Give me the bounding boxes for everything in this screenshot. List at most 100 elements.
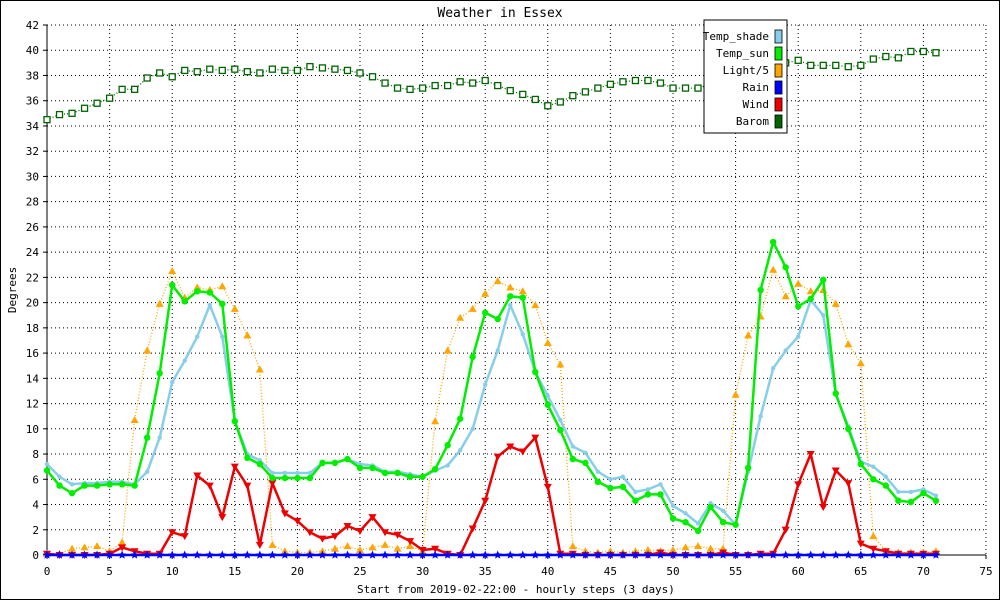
data-point-rain [593,550,603,559]
legend-swatch-wind [774,97,783,112]
data-point-barom [93,99,101,107]
data-point-light-5 [769,265,778,273]
data-point-temp-shade [270,470,275,476]
data-point-temp-shade [658,482,663,487]
data-point-barom [581,88,590,96]
data-point-temp-sun [81,482,88,489]
data-point-barom [281,66,289,75]
data-point-temp-shade [595,469,601,474]
x-tick-label: 10 [166,565,179,578]
data-point-wind [293,517,302,525]
data-point-temp-sun [68,489,76,497]
x-tick-label: 45 [604,565,617,578]
data-point-light-5 [456,313,465,321]
legend-label-rain: Rain [743,81,770,94]
x-tick-labels: 0 5 10 15 20 25 30 35 40 45 50 55 60 65 70 75 [44,565,993,578]
data-point-rain [906,550,916,559]
data-point-rain [117,550,127,559]
data-point-rain [480,550,490,559]
data-point-rain [430,550,440,559]
data-point-temp-shade [57,474,62,479]
data-point-barom [544,102,552,110]
data-point-wind [305,529,314,537]
data-point-temp-sun [744,464,752,472]
data-point-rain [618,550,628,559]
data-point-light-5 [68,544,77,552]
data-point-barom [293,66,302,75]
data-point-barom [569,92,577,100]
data-point-temp-shade [770,366,776,371]
y-tick-label: 2 [32,524,39,537]
data-point-rain [180,550,189,559]
data-point-light-5 [806,287,815,295]
data-point-rain [167,550,177,559]
x-tick-label: 55 [729,565,742,578]
data-point-temp-sun [319,459,326,467]
data-point-wind [869,545,878,553]
data-point-light-5 [669,545,677,553]
data-point-rain [781,550,790,559]
data-point-temp-sun [669,515,677,522]
data-point-temp-shade [282,470,288,476]
data-point-temp-sun [381,469,389,477]
data-point-temp-sun [820,276,827,284]
data-point-rain [330,550,340,559]
data-point-wind [268,480,277,488]
legend-label-barom: Barom [736,115,769,128]
data-point-rain [606,550,615,559]
data-point-temp-shade [695,521,701,526]
data-point-barom [105,94,114,102]
y-tick-label: 10 [26,423,39,436]
data-point-temp-sun [644,491,652,498]
data-point-light-5 [468,304,477,312]
data-point-wind [381,529,390,537]
data-point-temp-sun [569,455,577,463]
data-point-temp-sun [607,484,614,492]
legend-swatch-rain [774,80,783,95]
data-point-rain [681,550,690,559]
data-point-wind [418,546,427,554]
data-point-barom [481,76,489,85]
data-point-light-5 [568,542,577,550]
data-point-temp-shade [633,489,638,495]
x-tick-label: 35 [479,565,492,578]
legend-swatch-temp-sun [774,46,783,61]
data-point-rain [293,550,302,559]
data-point-barom [268,65,277,73]
data-point-temp-sun [281,474,289,482]
data-point-temp-sun [169,281,176,289]
data-point-temp-shade [720,508,726,514]
data-point-rain [80,550,89,559]
legend-label-light-5: Light/5 [723,64,769,77]
data-point-wind [255,541,264,549]
x-tick-label: 20 [291,565,304,578]
data-point-temp-sun [519,294,526,301]
data-point-rain [418,550,427,559]
data-point-rain [919,550,928,559]
x-tick-label: 5 [106,565,113,578]
data-point-rain [92,550,102,559]
x-tick-label: 40 [541,565,554,578]
data-point-temp-sun [294,474,301,482]
data-point-temp-sun [769,238,777,246]
data-point-light-5 [356,545,364,553]
data-point-barom [832,61,840,70]
y-tick-label: 14 [26,372,40,385]
data-point-barom [669,84,677,92]
data-point-barom [694,84,702,92]
data-point-temp-shade [683,511,688,516]
data-point-rain [393,550,402,559]
data-point-wind [118,544,127,552]
data-point-temp-shade [445,463,450,468]
data-point-light-5 [731,390,740,398]
data-point-rain [581,550,590,559]
data-point-temp-sun [845,425,852,433]
data-point-rain [568,550,578,559]
data-point-rain [556,550,565,559]
y-tick-label: 26 [26,221,39,234]
data-point-light-5 [393,544,402,552]
legend-label-wind: Wind [743,98,770,111]
data-point-barom [356,69,364,77]
data-point-temp-shade [457,448,463,453]
data-point-rain [105,550,114,559]
